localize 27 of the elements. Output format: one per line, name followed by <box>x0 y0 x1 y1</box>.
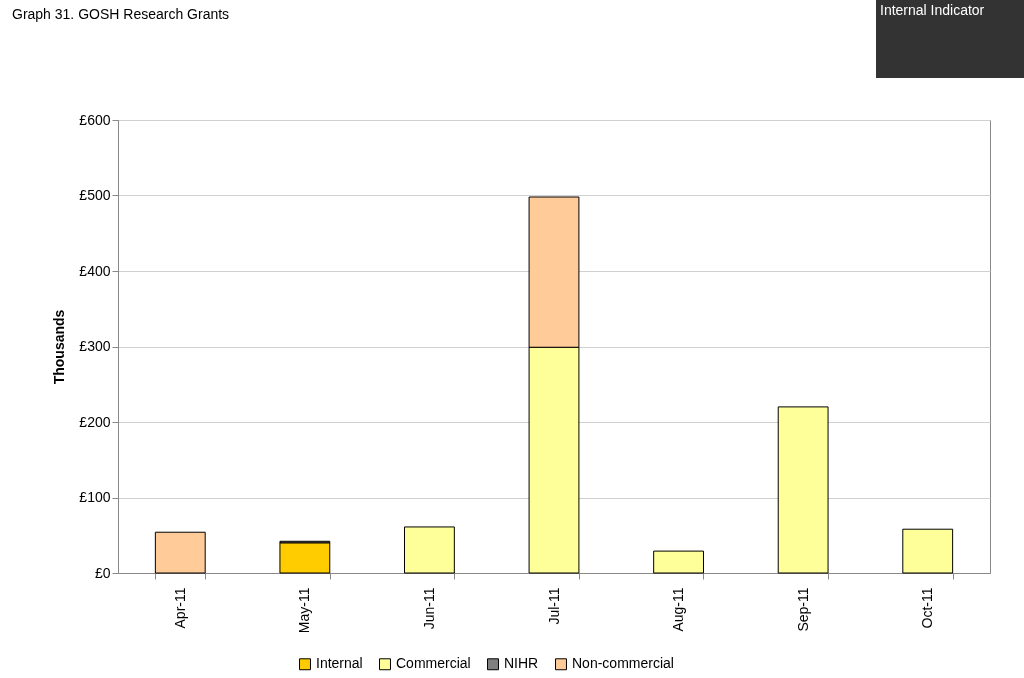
text: Internal Indicator <box>880 2 985 18</box>
bar <box>777 406 829 574</box>
x-tick-label: Apr-11 <box>171 587 188 629</box>
y-tick-label: £600 <box>79 111 111 128</box>
y-tick-label: £200 <box>79 413 111 430</box>
bar <box>653 550 704 574</box>
bar <box>902 528 954 574</box>
x-tick-label: Sep-11 <box>794 587 811 632</box>
bar <box>404 526 455 574</box>
y-tick-label: £400 <box>79 262 111 279</box>
x-tick-label: Jul-11 <box>545 587 562 625</box>
y-tick-label: £300 <box>79 338 111 354</box>
bar <box>279 542 331 574</box>
y-axis-title: Thousands <box>51 309 68 385</box>
x-tick-label: May-11 <box>296 587 313 634</box>
y-tick-label: £100 <box>79 489 111 505</box>
legend-label: Non-commercial <box>572 655 674 672</box>
x-tick-label: Jun-11 <box>420 587 437 630</box>
chart-title: Graph 31. GOSH Research Grants <box>12 6 230 22</box>
x-tick-label: Aug-11 <box>670 587 687 632</box>
legend-label: Internal <box>316 655 363 672</box>
bar <box>154 531 206 574</box>
x-tick-label: Oct-11 <box>919 587 936 629</box>
legend-label: Commercial <box>396 655 471 672</box>
legend-label: NIHR <box>504 655 539 672</box>
y-tick-label: £0 <box>94 564 111 581</box>
y-tick-label: £500 <box>79 187 111 203</box>
